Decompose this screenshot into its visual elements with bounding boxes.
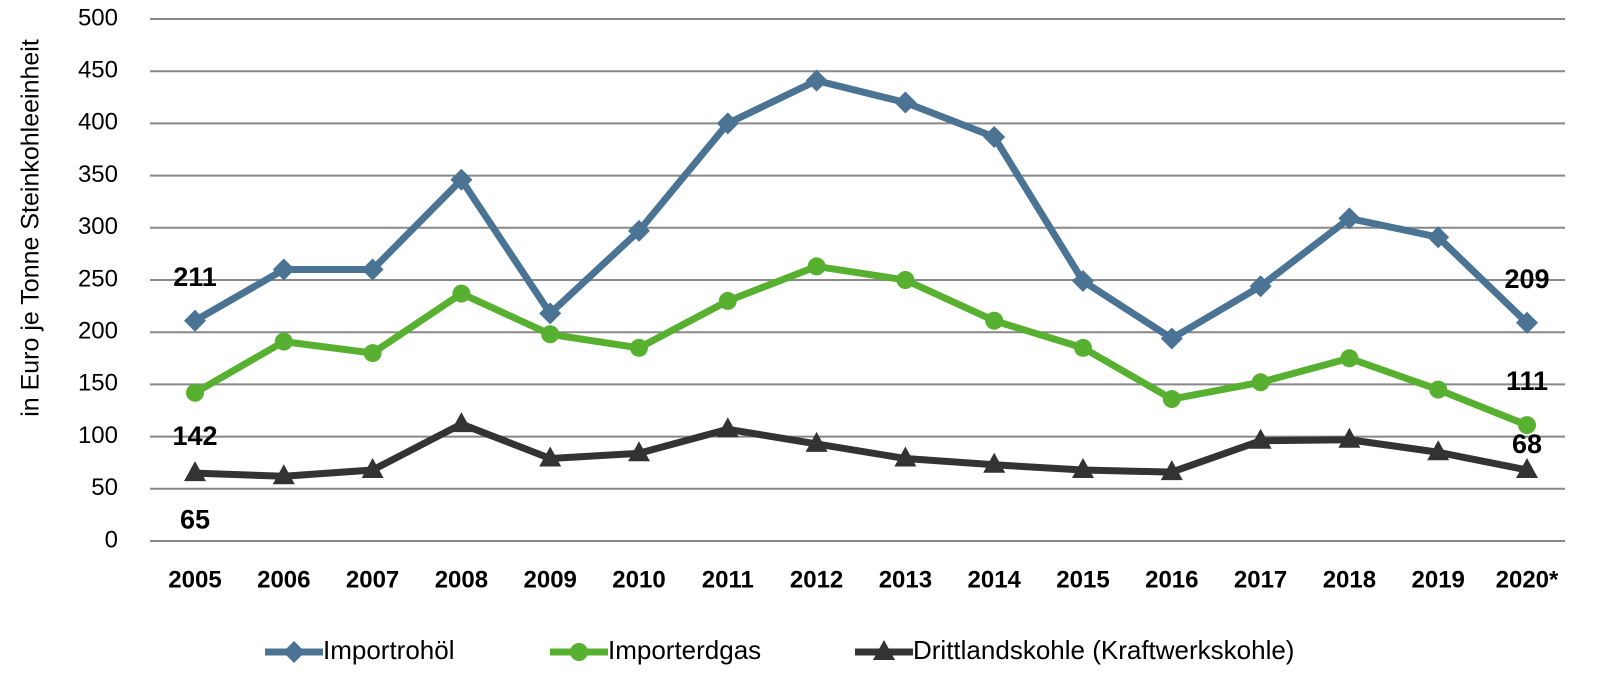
marker [361,458,384,479]
data-label: 211 [173,262,217,292]
marker [186,383,204,402]
marker [873,640,895,660]
y-axis-label: in Euro je Tonne Steinkohleeinheit [17,39,45,417]
marker [570,643,588,661]
data-label: 68 [1512,429,1542,459]
data-label: 111 [1506,366,1548,396]
data-label: 142 [172,421,217,451]
data-label: 209 [1504,264,1549,294]
marker [807,257,826,276]
marker [1160,327,1183,350]
marker [805,431,828,452]
x-tick-label: 2009 [524,566,577,593]
marker [628,441,650,462]
marker [894,91,917,114]
marker [283,641,305,663]
x-tick-label: 2016 [1145,566,1198,593]
x-tick-label: 2019 [1412,566,1465,593]
marker [716,417,739,438]
x-tick-label: 2005 [168,566,221,593]
y-tick-label: 100 [78,422,118,449]
marker [716,112,739,135]
marker [450,168,473,191]
marker [1249,275,1272,298]
x-tick-label: 2011 [702,566,754,593]
marker [1429,380,1448,399]
line [193,262,1529,429]
marker [1074,338,1092,357]
y-tick-label: 0 [105,526,118,553]
y-tick-label: 500 [78,4,118,31]
x-tick-label: 2013 [879,566,932,593]
x-tick-label: 2020* [1496,566,1559,593]
x-tick-label: 2014 [968,566,1022,593]
marker [1249,428,1272,449]
x-tick-label: 2012 [790,566,843,593]
marker [1072,458,1094,479]
marker [539,446,562,467]
legend-label: Importerdgas [608,635,761,665]
marker [361,258,384,281]
marker [1338,427,1361,448]
marker [274,332,293,351]
marker [1516,458,1538,479]
line [193,77,1530,342]
x-tick-label: 2010 [612,566,665,593]
marker [1340,349,1359,368]
y-tick-label: 450 [78,57,118,84]
x-tick-label: 2018 [1323,566,1376,593]
marker [983,452,1006,473]
marker [452,284,471,303]
y-tick-label: 400 [78,109,118,136]
marker [1518,416,1536,435]
marker [541,325,560,344]
marker [184,309,206,332]
legend-label: Importrohöl [323,635,455,665]
x-tick-label: 2015 [1056,566,1109,593]
marker [1251,373,1270,392]
y-tick-label: 150 [78,370,118,397]
x-tick-label: 2008 [435,566,488,593]
marker [1427,440,1450,461]
marker [1160,460,1183,481]
y-tick-label: 300 [78,213,118,240]
marker [184,461,206,482]
marker [1072,270,1094,293]
marker [628,219,650,242]
marker [805,69,828,92]
marker [985,311,1004,330]
x-tick-label: 2017 [1234,566,1287,593]
y-tick-label: 50 [91,474,118,501]
marker [630,338,648,357]
marker [896,271,915,289]
marker [1516,311,1538,334]
marker [272,464,295,485]
y-tick-label: 200 [78,318,118,345]
y-tick-label: 250 [78,265,118,292]
marker [272,258,295,281]
marker [363,344,382,363]
marker [539,302,562,325]
legend-label: Drittlandskohle (Kraftwerkskohle) [913,635,1294,665]
x-tick-label: 2007 [346,566,399,593]
marker [718,291,737,310]
marker [894,446,917,467]
marker [983,125,1006,148]
line [194,420,1528,480]
marker [1427,226,1450,249]
y-tick-label: 350 [78,161,118,188]
marker [1338,207,1361,230]
data-label: 65 [180,504,210,534]
x-tick-label: 2006 [257,566,310,593]
marker [1162,390,1181,409]
marker [450,412,473,433]
